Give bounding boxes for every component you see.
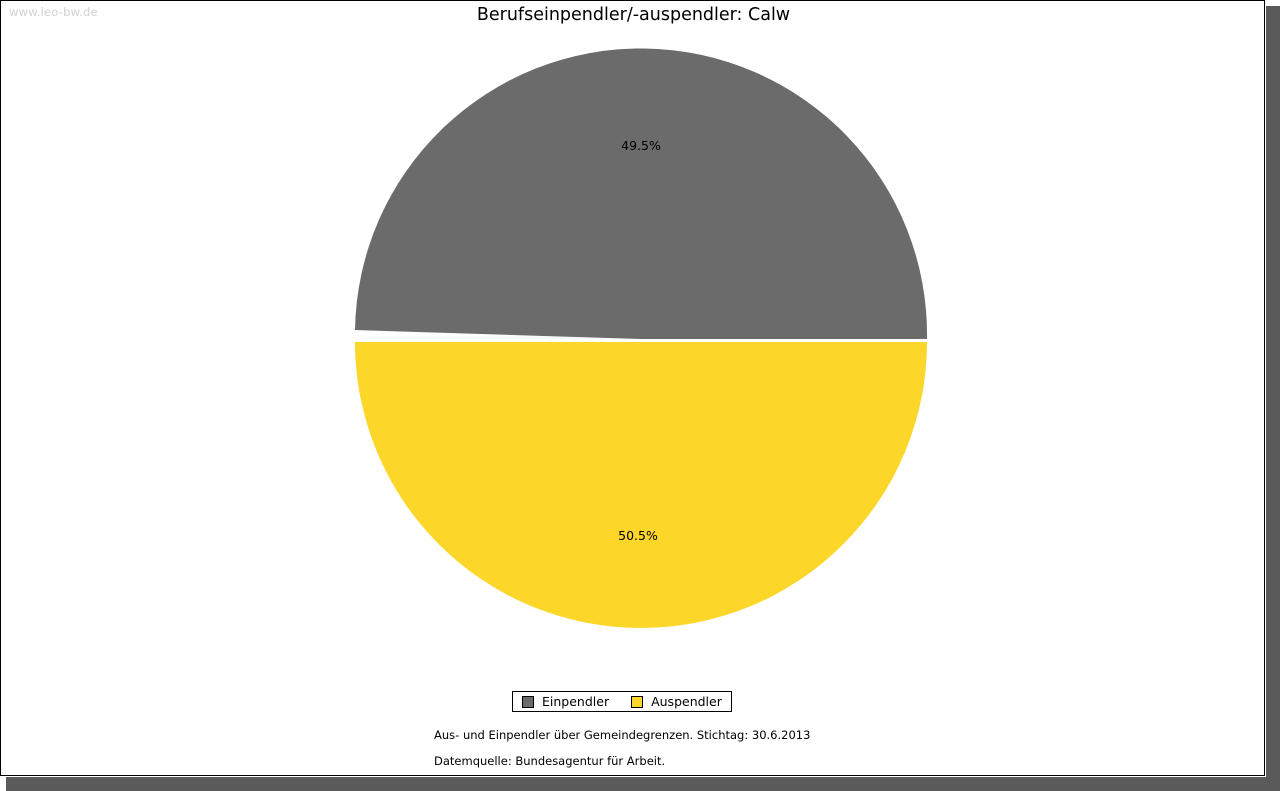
pie-label-einpendler: 49.5% [621, 138, 661, 153]
window-shadow-bottom [6, 777, 1280, 791]
legend-label-auspendler: Auspendler [651, 694, 722, 709]
window-shadow-right [1266, 6, 1280, 791]
legend: Einpendler Auspendler [512, 691, 732, 712]
pie-chart-svg [355, 48, 928, 628]
legend-swatch-einpendler [522, 695, 534, 708]
legend-item-auspendler[interactable]: Auspendler [631, 694, 722, 709]
watermark-leo-bw: www.leo-bw.de [9, 5, 98, 19]
footnote-datenquelle: Datemquelle: Bundesagentur für Arbeit. [434, 754, 666, 768]
footnote-stichtag: Aus- und Einpendler über Gemeindegrenzen… [434, 728, 811, 742]
page-title: Berufseinpendler/-auspendler: Calw [476, 5, 791, 25]
legend-swatch-auspendler [631, 695, 644, 708]
pie-slice-auspendler[interactable] [355, 342, 927, 628]
pie-label-auspendler: 50.5% [618, 528, 658, 543]
chart-canvas: www.leo-bw.de Berufseinpendler/-auspendl… [0, 0, 1265, 776]
pie-slice-einpendler[interactable] [355, 48, 928, 340]
legend-label-einpendler: Einpendler [542, 694, 610, 709]
pie-chart: 49.5% 50.5% [1, 1, 1264, 661]
legend-item-einpendler[interactable]: Einpendler [522, 694, 609, 709]
